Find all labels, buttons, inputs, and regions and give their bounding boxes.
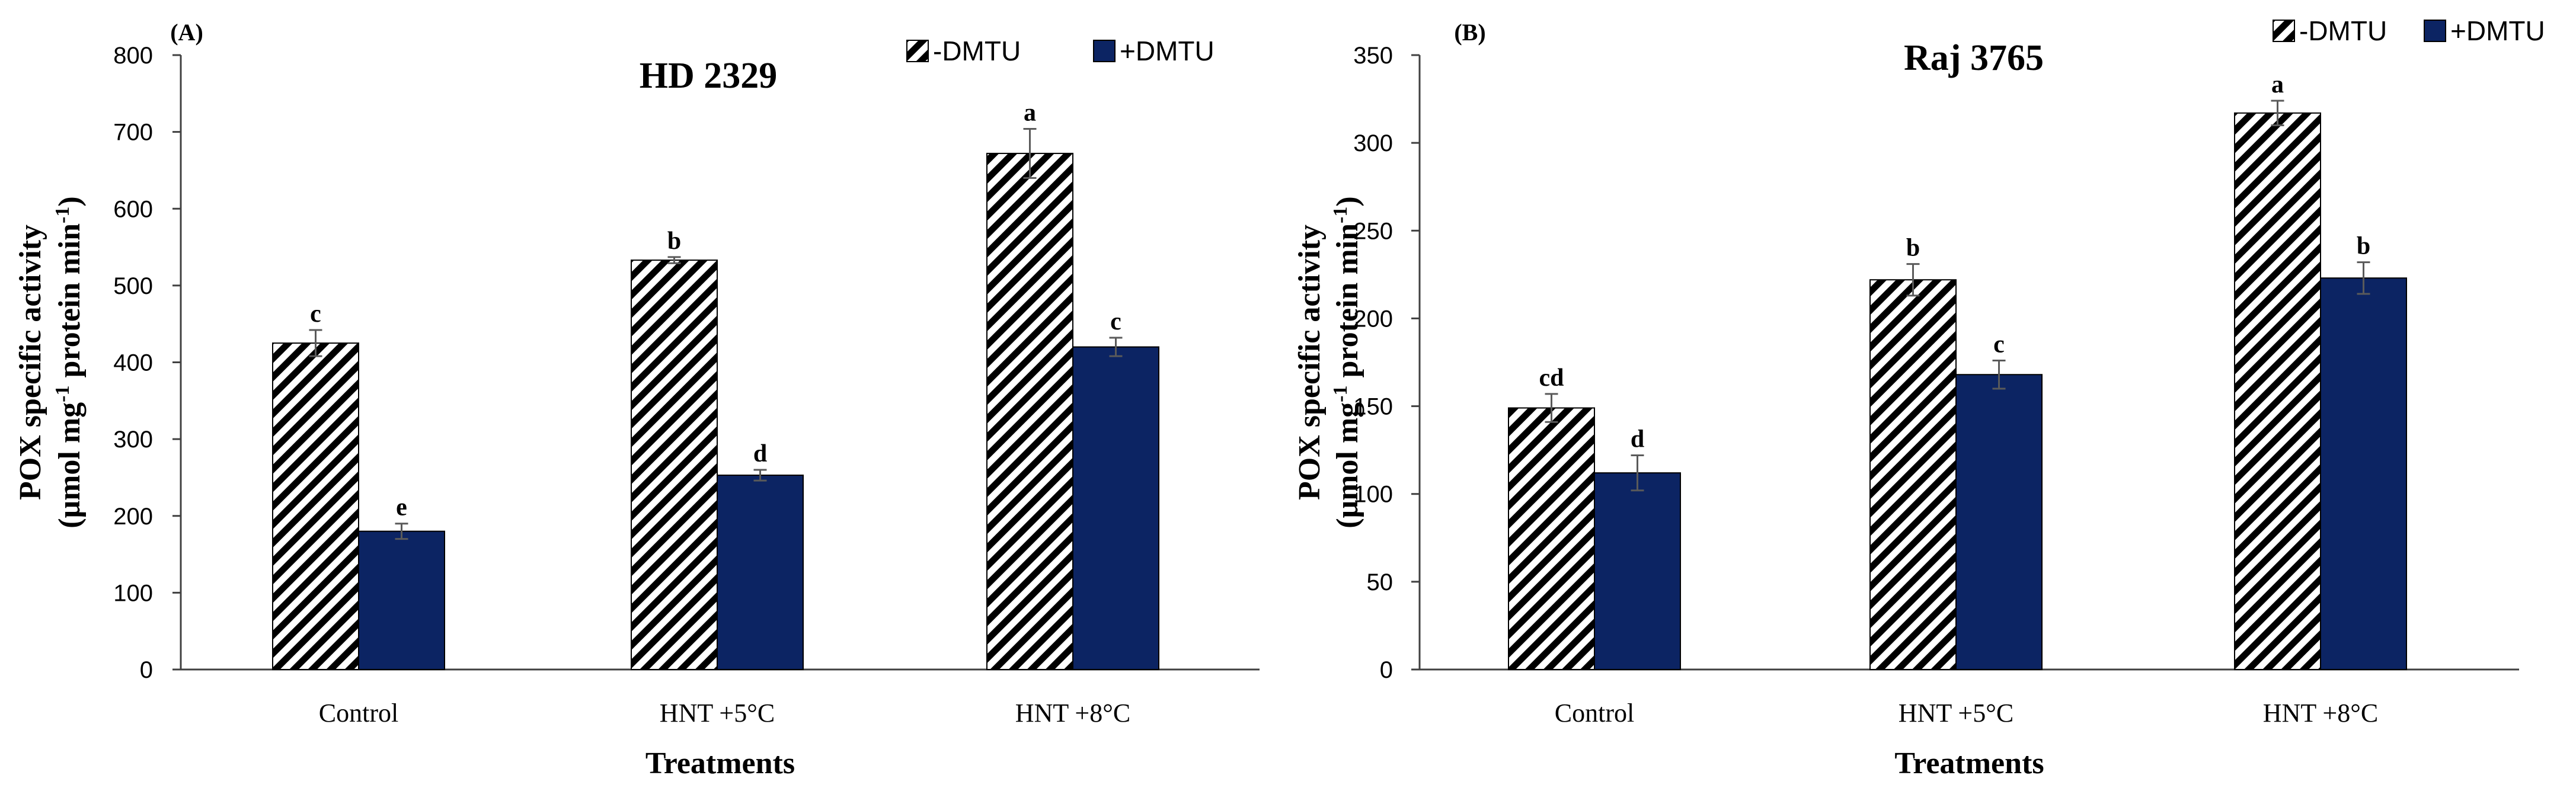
significance-letter: d xyxy=(753,440,767,467)
y-tick-label: 0 xyxy=(140,657,153,683)
legend-label: -DMTU xyxy=(2299,15,2387,46)
chart-panel-b: 0 50 100 150 200 250 300 350 cd d Control b c HNT +5°… xyxy=(1293,15,2545,780)
bar-plus-dmtu xyxy=(2320,277,2407,671)
significance-letter: c xyxy=(1110,308,1121,335)
y-tick-label: 200 xyxy=(1353,306,1393,332)
bar-plus-dmtu xyxy=(717,475,804,671)
x-category-label: HNT +5°C xyxy=(660,699,775,728)
legend-label: -DMTU xyxy=(933,36,1021,66)
x-category-label: HNT +8°C xyxy=(1015,699,1130,728)
bar-minus-dmtu xyxy=(272,342,359,670)
legend-swatch-minus-dmtu xyxy=(2273,20,2295,42)
bar-minus-dmtu xyxy=(1508,407,1595,671)
chart-title: HD 2329 xyxy=(640,56,778,96)
y-axis-title: POX specific activity xyxy=(14,225,47,500)
bar-plus-dmtu xyxy=(358,530,445,670)
y-tick-label: 300 xyxy=(113,427,153,453)
y-tick-label: 400 xyxy=(113,350,153,376)
y-tick-label: 150 xyxy=(1353,394,1393,420)
x-axis-title: Treatments xyxy=(1894,747,2044,780)
bar-minus-dmtu xyxy=(2234,112,2321,670)
y-tick-label: 800 xyxy=(113,43,153,69)
legend-label: +DMTU xyxy=(1120,36,1215,66)
y-tick-label: 250 xyxy=(1353,218,1393,244)
significance-letter: e xyxy=(396,494,407,521)
significance-letter: b xyxy=(667,228,681,255)
y-axis-title: POX specific activity xyxy=(1293,225,1327,500)
bar-minus-dmtu xyxy=(631,260,718,670)
bar-plus-dmtu xyxy=(1955,374,2043,670)
bar-plus-dmtu xyxy=(1072,346,1159,670)
x-category-label: HNT +8°C xyxy=(2263,699,2378,728)
y-tick-label: 50 xyxy=(1367,569,1394,595)
legend-label: +DMTU xyxy=(2450,15,2545,46)
x-axis-title: Treatments xyxy=(645,747,795,780)
significance-letter: b xyxy=(1906,235,1920,262)
significance-letter: b xyxy=(2357,233,2370,260)
legend-swatch-plus-dmtu xyxy=(1093,40,1116,62)
significance-letter: a xyxy=(1024,99,1036,126)
y-tick-label: 100 xyxy=(1353,482,1393,508)
y-axis-title-units: (μmol mg-1 protein min-1) xyxy=(52,196,87,528)
y-tick-label: 500 xyxy=(113,273,153,299)
y-tick-label: 0 xyxy=(1380,657,1393,683)
y-tick-label: 600 xyxy=(113,196,153,222)
chart-title: Raj 3765 xyxy=(1904,38,2044,78)
significance-letter: d xyxy=(1631,426,1644,453)
y-tick-label: 300 xyxy=(1353,130,1393,156)
significance-letter: c xyxy=(1993,331,2005,358)
x-category-label: HNT +5°C xyxy=(1899,699,2014,728)
legend-swatch-plus-dmtu xyxy=(2424,20,2446,42)
y-tick-label: 350 xyxy=(1353,43,1393,69)
panel-label: (B) xyxy=(1454,19,1485,46)
x-category-label: Control xyxy=(319,699,398,728)
y-axis-title-units: (μmol mg-1 protein min-1) xyxy=(1329,196,1365,528)
significance-letter: c xyxy=(310,300,321,328)
panel-label: (A) xyxy=(170,19,203,46)
chart-panel-a: 0 100 200 300 400 500 600 700 800 c e Control b d HNT … xyxy=(14,19,1260,780)
y-tick-label: 700 xyxy=(113,120,153,146)
y-tick-label: 100 xyxy=(113,580,153,606)
x-category-label: Control xyxy=(1555,699,1634,728)
legend-swatch-minus-dmtu xyxy=(906,40,929,62)
significance-letter: cd xyxy=(1539,364,1564,392)
bar-minus-dmtu xyxy=(1869,279,1957,670)
y-tick-label: 200 xyxy=(113,504,153,530)
significance-letter: a xyxy=(2271,71,2284,98)
bar-minus-dmtu xyxy=(986,152,1073,671)
bar-plus-dmtu xyxy=(1594,472,1681,670)
